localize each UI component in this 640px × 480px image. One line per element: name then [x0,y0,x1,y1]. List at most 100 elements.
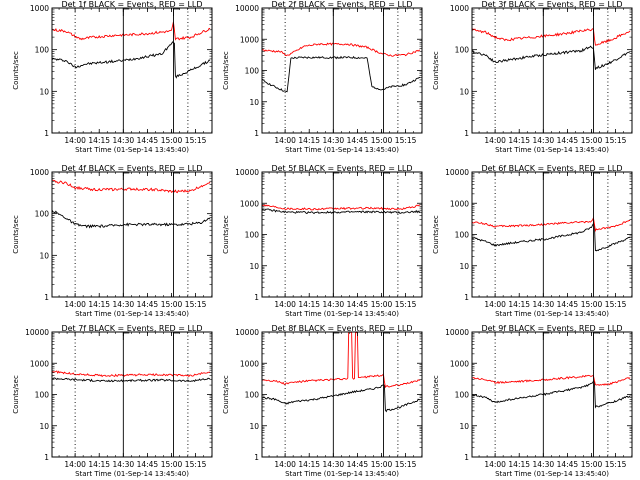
x-tick-label: 15:00 [161,460,183,469]
chart-panel-det1: Det 1f BLACK = Events, RED = LLD 1 10 100 10… [12,0,213,154]
x-tick-label: 14:30 [113,460,135,469]
x-tick-label: 15:15 [185,300,207,309]
y-tick-label: 10 [459,422,469,431]
x-tick-label: 14:45 [557,300,579,309]
y-tick-label: 10000 [235,168,259,177]
y-tick-label: 10 [39,251,49,260]
y-tick-label: 1 [44,293,49,302]
plot-area [262,42,421,93]
x-tick-label: 15:15 [395,460,417,469]
y-tick-label: 1000 [240,35,259,44]
x-axis-label: Start Time (01-Sep-14 13:45:40) [495,310,609,318]
chart-panel-det6: Det 6f BLACK = Events, RED = LLD 1 10 100 10… [432,164,633,318]
y-tick-label: 1 [254,129,259,138]
y-axis-label: Counts/sec [432,215,440,254]
series-line-events [472,45,631,70]
x-tick-label: 14:00 [274,460,296,469]
series-line-lld [472,216,631,233]
plot-area [472,28,631,70]
chart-title: Det 7f BLACK = Events, RED = LLD [61,324,202,333]
y-tick-label: 100 [245,231,260,240]
x-tick-label: 14:00 [64,136,86,145]
x-axis-label: Start Time (01-Sep-14 13:45:40) [75,146,189,154]
y-tick-label: 100 [455,391,470,400]
y-tick-label: 10000 [235,328,259,337]
x-tick-label: 15:00 [581,300,603,309]
y-axis-label: Counts/sec [222,215,230,254]
chart-title: Det 8f BLACK = Events, RED = LLD [271,324,412,333]
y-tick-label: 1000 [30,4,49,13]
plot-frame [51,7,213,134]
series-line-lld [262,203,421,211]
plot-frame [51,331,213,458]
chart-title: Det 5f BLACK = Events, RED = LLD [271,164,412,173]
y-tick-label: 1000 [450,199,469,208]
y-tick-label: 1 [44,453,49,462]
series-line-lld [472,374,631,386]
x-tick-label: 14:15 [508,136,530,145]
x-axis-label: Start Time (01-Sep-14 13:45:40) [495,470,609,478]
series-line-lld [262,332,421,389]
x-tick-label: 14:45 [347,460,369,469]
y-tick-label: 10 [249,98,259,107]
chart-panel-det3: Det 3f BLACK = Events, RED = LLD 1 10 100 10… [432,0,633,154]
y-tick-label: 10 [39,87,49,96]
x-tick-label: 15:15 [605,300,627,309]
x-tick-label: 14:00 [484,300,506,309]
x-tick-label: 14:30 [113,136,135,145]
flag-marker [122,332,130,340]
x-tick-label: 14:00 [274,300,296,309]
plot-frame [261,7,423,134]
x-tick-label: 15:00 [581,136,603,145]
x-axis-label: Start Time (01-Sep-14 13:45:40) [285,310,399,318]
chart-panel-det4: Det 4f BLACK = Events, RED = LLD 1 10 100 10… [12,164,213,318]
chart-title: Det 3f BLACK = Events, RED = LLD [481,0,622,9]
series-line-events [472,223,631,252]
flag-marker [122,172,130,180]
plot-area [52,370,211,383]
series-line-events [262,208,421,215]
series-line-events [262,384,421,413]
flag-marker [593,8,600,16]
y-tick-label: 10000 [235,4,259,13]
y-axis-label: Counts/sec [222,375,230,414]
plot-frame [471,7,633,134]
x-axis-label: Start Time (01-Sep-14 13:45:40) [285,470,399,478]
x-tick-label: 14:00 [64,300,86,309]
x-tick-label: 14:45 [137,136,159,145]
x-tick-label: 14:15 [298,300,320,309]
y-tick-label: 100 [35,210,50,219]
chart-panel-det5: Det 5f BLACK = Events, RED = LLD 1 10 100 10… [222,164,423,318]
x-tick-label: 14:30 [533,300,555,309]
y-tick-label: 100 [35,46,50,55]
flag-marker [542,172,550,180]
x-tick-label: 15:15 [185,460,207,469]
chart-title: Det 9f BLACK = Events, RED = LLD [481,324,622,333]
chart-title: Det 1f BLACK = Events, RED = LLD [61,0,202,9]
chart-title: Det 4f BLACK = Events, RED = LLD [61,164,202,173]
x-axis-label: Start Time (01-Sep-14 13:45:40) [75,470,189,478]
y-tick-label: 1000 [450,359,469,368]
x-tick-label: 14:15 [508,460,530,469]
x-tick-label: 14:45 [557,136,579,145]
flag-marker [122,8,130,16]
x-tick-label: 14:45 [347,300,369,309]
chart-panel-det9: Det 9f BLACK = Events, RED = LLD 1 10 100 10… [432,324,633,478]
x-tick-label: 14:30 [533,136,555,145]
y-tick-label: 10 [249,262,259,271]
plot-frame [261,171,423,298]
x-tick-label: 15:15 [395,300,417,309]
flag-marker [383,172,390,180]
chart-panel-det8: Det 8f BLACK = Events, RED = LLD 1 10 100 10… [222,324,423,478]
chart-title: Det 6f BLACK = Events, RED = LLD [481,164,622,173]
x-tick-label: 15:15 [185,136,207,145]
y-tick-label: 1000 [30,168,49,177]
plot-area [472,374,631,409]
plot-area [262,332,421,413]
y-tick-label: 10 [39,422,49,431]
x-tick-label: 14:45 [137,300,159,309]
x-tick-label: 15:00 [161,136,183,145]
x-tick-label: 14:00 [484,136,506,145]
y-tick-label: 10000 [445,168,469,177]
y-tick-label: 100 [245,391,260,400]
